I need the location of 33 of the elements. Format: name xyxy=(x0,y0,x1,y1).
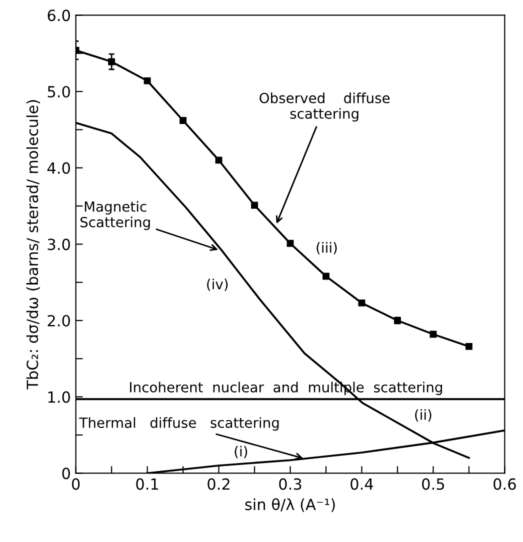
y-tick-label: 4.0 xyxy=(47,162,70,174)
point xyxy=(322,272,330,280)
annotation: Magnetic Scattering xyxy=(80,201,150,230)
point xyxy=(108,58,116,66)
annotation: (ii) xyxy=(415,409,432,422)
y-tick-label: 6.0 xyxy=(48,10,70,22)
x-tick-label: 0.5 xyxy=(422,478,444,490)
annotation: (i) xyxy=(234,446,248,458)
y-tick-label: 0 xyxy=(62,468,70,480)
y-tick-label: 3.0 xyxy=(48,238,70,250)
x-tick-label: 0.3 xyxy=(279,478,302,490)
point xyxy=(251,202,258,209)
x-tick-label: 0.1 xyxy=(136,478,158,490)
point xyxy=(430,330,437,338)
x-tick-label: 0.6 xyxy=(494,478,516,490)
point xyxy=(358,299,366,306)
y-tick-label: 5.0 xyxy=(48,86,70,98)
annotation: (iv) xyxy=(207,278,228,292)
x-tick-label: 0.4 xyxy=(350,478,374,490)
x-tick-label: 0 xyxy=(72,478,80,490)
y-tick-label: 2.0 xyxy=(48,314,70,327)
annotation: (iii) xyxy=(316,242,337,254)
y-tick-label: 1.0 xyxy=(48,391,70,403)
point xyxy=(144,77,151,84)
annotation: Thermal diffuse scattering xyxy=(79,417,279,431)
point xyxy=(465,342,472,350)
annotation: Observed diffuse scattering xyxy=(260,92,390,122)
x-tick-label: 0.2 xyxy=(208,478,230,490)
x-axis-title: sin θ/λ (A⁻¹) xyxy=(245,498,335,512)
point xyxy=(180,117,187,124)
point xyxy=(286,240,294,247)
y-axis-title: TbC₂: dσ/dω (barns/ sterad/ molecule) xyxy=(26,100,40,390)
point xyxy=(215,156,222,164)
